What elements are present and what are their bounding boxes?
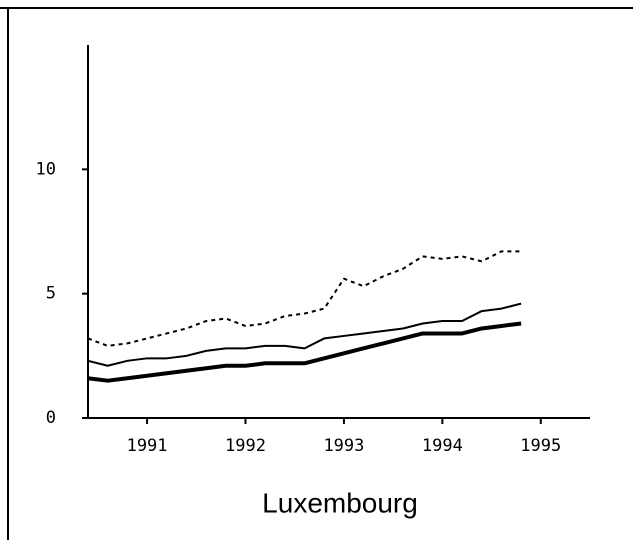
x-tick-label: 1994 (422, 436, 463, 456)
x-tick-label: 1993 (323, 436, 364, 456)
x-tick-label: 1991 (127, 436, 168, 456)
series-line (87, 321, 522, 383)
y-tick-label: 5 (46, 284, 56, 304)
x-tick-label: 1995 (520, 436, 561, 456)
x-tick-label: 1992 (225, 436, 266, 456)
series-line (87, 250, 522, 347)
series-line (87, 302, 522, 367)
chart-title: Luxembourg (262, 487, 418, 518)
y-tick-label: 0 (46, 408, 56, 428)
y-tick-label: 10 (36, 159, 56, 179)
